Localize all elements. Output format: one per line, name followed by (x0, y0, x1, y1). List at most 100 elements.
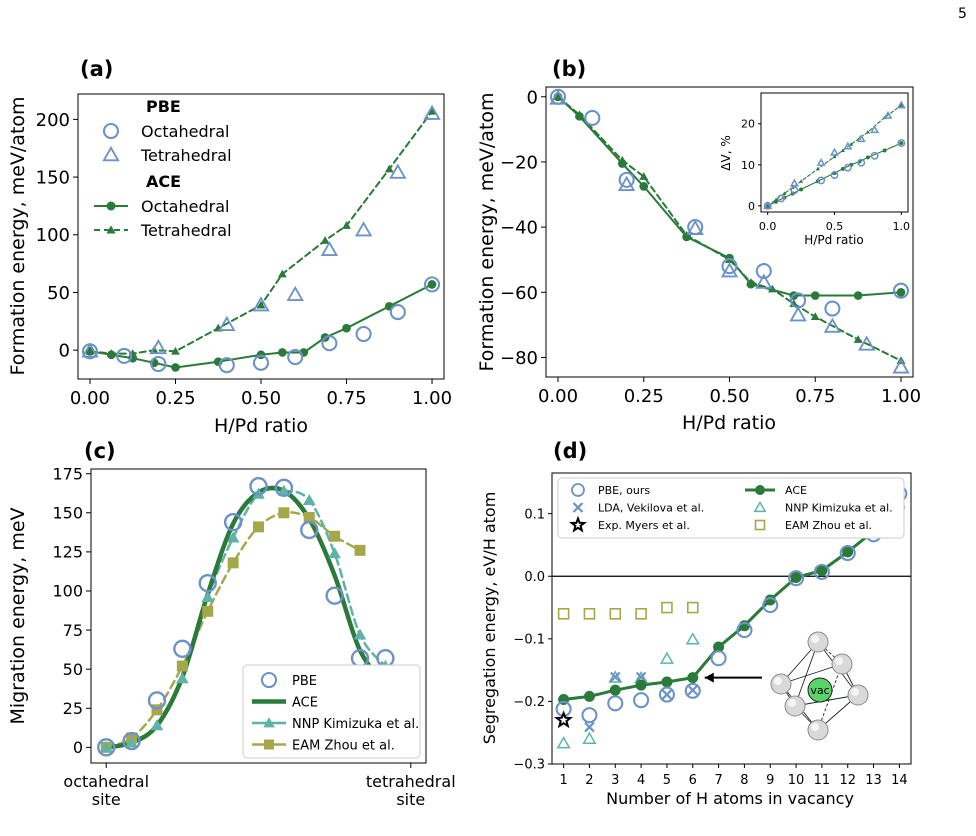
pbe-point (97, 738, 116, 757)
pbe-point (147, 691, 167, 710)
eam-point (583, 608, 596, 620)
ace-octahedral-point (256, 350, 266, 360)
pbe-point (658, 686, 675, 703)
legend-marker (571, 483, 585, 497)
legend-pbe-octahedral-marker (102, 122, 120, 140)
x-tick-label: 0.75 (795, 386, 835, 407)
pd-atom-highlight (811, 723, 819, 731)
panel-label: (a) (80, 57, 113, 81)
pbe-tetrahedral-point (354, 221, 373, 237)
legend-pbe-tetrahedral-label: Tetrahedral (140, 146, 232, 165)
ace-point (738, 620, 750, 632)
legend-marker (753, 500, 767, 513)
ace-point (609, 684, 621, 696)
y-tick-label: 75 (63, 621, 83, 640)
legend-marker (755, 485, 765, 495)
x-tick-label: 6 (689, 773, 697, 788)
y-tick-label: 0.0 (524, 570, 545, 585)
pbe-point (839, 545, 856, 562)
nnp-point (201, 590, 215, 602)
legend-label: ACE (785, 484, 807, 497)
panel-d: 1 2 3 4 5 6 7 8 9 10 11 12 13 14−0.3−0.2−0.10.00.1Num… (480, 439, 912, 808)
nnp-point (226, 531, 240, 543)
ace-octahedral-point (427, 280, 437, 289)
x-axis-label: H/Pd ratio (682, 412, 776, 434)
x-tick-label: 0.75 (326, 388, 366, 409)
pbe-tetrahedral-point (252, 296, 270, 312)
eam-point (151, 704, 163, 716)
eam-point (176, 660, 188, 672)
pbe-tetrahedral-point (755, 273, 773, 289)
pbe-point (762, 596, 779, 614)
ace-tetrahedral-point (427, 106, 437, 115)
lda-point (609, 671, 621, 683)
pbe-tetrahedral-point (763, 201, 773, 210)
ace-point (764, 594, 776, 606)
pbe-tetrahedral-point (816, 158, 826, 166)
legend-ace-octahedral-marker (106, 201, 116, 211)
y-tick-label: 100 (36, 225, 70, 246)
y-tick-label: 150 (52, 504, 83, 523)
ace-tetrahedral-point (85, 346, 95, 355)
pd-atom-icon (770, 673, 792, 695)
ace-octahedral-point (799, 187, 804, 192)
pbe-octahedral-point (892, 282, 910, 299)
x-tick-label: 0.50 (241, 388, 281, 409)
pbe-point (249, 477, 268, 496)
y-tick-label: 100 (52, 582, 83, 601)
eam-point (686, 601, 699, 614)
pbe-octahedral-point (150, 355, 167, 373)
pbe-octahedral-point (843, 163, 852, 172)
pbe-octahedral-point (830, 171, 839, 180)
x-tick-label: 1.00 (412, 388, 452, 409)
y-tick-label: 20 (741, 118, 755, 131)
pbe-tetrahedral-point (870, 125, 880, 134)
ace-tetrahedral-point (765, 203, 770, 208)
ace-octahedral-point (342, 323, 351, 333)
octahedron-edge (780, 663, 843, 685)
legend-ace-octahedral-label: Octahedral (141, 197, 229, 216)
ace-tetrahedral-point (799, 179, 804, 183)
x-axis-label: H/Pd ratio (214, 415, 308, 437)
pbe-octahedral-point (897, 139, 906, 148)
ace-tetrahedral-point (575, 110, 584, 119)
y-tick-label: −0.3 (513, 758, 545, 773)
y-tick-label: 150 (36, 168, 70, 189)
legend: PBE ACE NNP Kimizuka et al. EAM Zhou et al. (242, 664, 421, 759)
pbe-point (581, 707, 598, 724)
eam-point (635, 608, 647, 620)
y-tick-label: 0 (73, 738, 83, 757)
x-tick-label: 10 (788, 773, 805, 788)
ace-octahedral-point (896, 287, 906, 297)
legend-group-pbe: PBE (146, 97, 181, 116)
ace-tetrahedral-point (617, 155, 627, 164)
pbe-tetrahedral-point (858, 335, 876, 351)
ace-tetrahedral-point (865, 129, 870, 134)
pbe-octahedral-point (355, 325, 372, 343)
y-tick-label: −0.2 (513, 695, 545, 710)
x-tick-label: site (396, 790, 425, 809)
inset: 0.0 0.5 1.0 0 10 20 H/Pd ratio ΔV, % (719, 92, 910, 247)
ace-tetrahedral-point (849, 142, 854, 146)
lda-point (687, 684, 699, 696)
pbe-octahedral-point (218, 357, 235, 374)
y-axis-label: Formation energy, meV/atom (476, 92, 498, 371)
ace-octahedral-point (810, 291, 820, 300)
pbe-tetrahedral-point (149, 338, 168, 355)
legend-pbe-tetrahedral-marker (102, 145, 120, 162)
y-axis-label: Segregation energy, eV/H atom (480, 492, 499, 745)
pbe-tetrahedral-point (896, 100, 906, 109)
ace-octahedral-point (639, 182, 649, 191)
ace-tetrahedral-point (639, 172, 649, 180)
y-tick-label: 0 (527, 87, 538, 108)
pbe-octahedral-point (817, 176, 826, 185)
pbe-tetrahedral-point (218, 315, 236, 332)
panel-label: (d) (553, 439, 587, 463)
vacancy-label: vac (810, 684, 829, 697)
pbe-octahedral-point (584, 109, 601, 127)
x-tick-label: 7 (714, 773, 722, 788)
legend-label: PBE (292, 674, 317, 689)
ace-point (661, 676, 673, 688)
eam-point (609, 608, 622, 620)
nnp-point (125, 736, 138, 748)
